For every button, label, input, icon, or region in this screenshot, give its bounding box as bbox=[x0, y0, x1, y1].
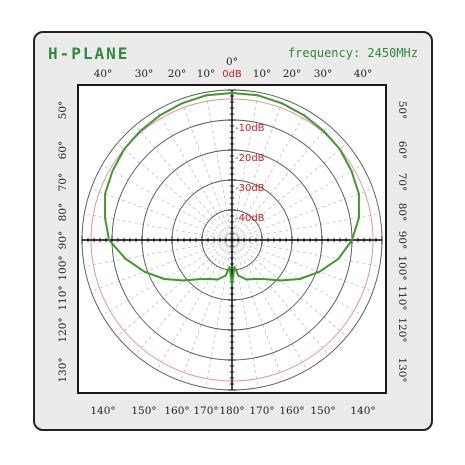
angle-label-left: 110° bbox=[57, 285, 69, 310]
grid-spoke bbox=[231, 164, 363, 241]
grid-spoke bbox=[231, 239, 284, 382]
grid-spoke bbox=[231, 239, 259, 388]
angle-label-top: 10° bbox=[197, 68, 216, 80]
angle-label-right: 120° bbox=[396, 317, 408, 342]
angle-label-left: 80° bbox=[57, 203, 69, 222]
angle-label-right: 90° bbox=[396, 231, 408, 250]
grid-spoke bbox=[231, 92, 259, 241]
chart-subtitle: frequency: 2450MHz bbox=[288, 46, 418, 60]
grid-spoke bbox=[156, 239, 233, 371]
grid-spoke bbox=[101, 164, 233, 241]
grid-spoke bbox=[231, 239, 380, 267]
angle-label-right: 70° bbox=[396, 173, 408, 192]
angle-label-top: 30° bbox=[135, 68, 154, 80]
grid-spoke bbox=[231, 143, 348, 241]
grid-spoke bbox=[84, 239, 233, 267]
angle-label-left: 130° bbox=[57, 357, 69, 382]
angle-label-left: 70° bbox=[57, 173, 69, 192]
ring-label: -10dB bbox=[235, 123, 265, 134]
angle-label-left: 50° bbox=[57, 101, 69, 120]
polar-grid bbox=[81, 89, 383, 391]
grid-spoke bbox=[116, 143, 233, 241]
angle-label-top: 10° bbox=[253, 68, 272, 80]
grid-spoke bbox=[231, 213, 380, 241]
grid-spoke bbox=[90, 188, 233, 241]
ring-label: -40dB bbox=[235, 213, 265, 224]
angle-label-top: 20° bbox=[168, 68, 187, 80]
grid-spoke bbox=[231, 239, 374, 292]
angle-label-right: 50° bbox=[396, 101, 408, 120]
angle-label-right: 110° bbox=[396, 285, 408, 310]
ring-label: -20dB bbox=[235, 153, 265, 164]
grid-spoke bbox=[231, 239, 363, 316]
grid-spoke bbox=[231, 109, 308, 241]
grid-spoke bbox=[231, 98, 284, 241]
grid-spoke bbox=[84, 213, 233, 241]
grid-spoke bbox=[205, 239, 233, 388]
angle-label-right: 60° bbox=[396, 141, 408, 160]
grid-spoke bbox=[205, 92, 233, 241]
angle-label-bottom: 150° bbox=[310, 405, 335, 417]
trace-layer bbox=[104, 92, 360, 286]
angle-label-top: 0° bbox=[226, 56, 238, 68]
grid-spoke bbox=[135, 124, 233, 241]
angle-label-bottom: 170° bbox=[249, 405, 274, 417]
angle-label-right: 80° bbox=[396, 203, 408, 222]
grid-spoke bbox=[90, 239, 233, 292]
angle-label-right: 130° bbox=[396, 357, 408, 382]
angle-label-bottom: 180° bbox=[219, 405, 244, 417]
ring-labels: 0dB -10dB -20dB -30dB -40dB bbox=[222, 69, 264, 224]
angle-label-top: 20° bbox=[283, 68, 302, 80]
grid-spoke bbox=[231, 188, 374, 241]
angle-label-left: 60° bbox=[57, 141, 69, 160]
grid-spoke bbox=[156, 109, 233, 241]
angle-label-bottom: 170° bbox=[193, 405, 218, 417]
angle-label-top: 40° bbox=[94, 68, 113, 80]
grid-spoke bbox=[180, 98, 233, 241]
angle-label-top: 40° bbox=[354, 68, 373, 80]
grid-spoke bbox=[231, 239, 348, 337]
grid-spoke bbox=[101, 239, 233, 316]
ring-label: 0dB bbox=[222, 69, 242, 80]
chart-title: H-PLANE bbox=[48, 44, 129, 63]
ring-label: -30dB bbox=[235, 183, 265, 194]
angle-label-top: 30° bbox=[314, 68, 333, 80]
angle-label-bottom: 150° bbox=[131, 405, 156, 417]
angle-label-bottom: 140° bbox=[350, 405, 375, 417]
angle-labels: 40° 30° 20° 10° 0° 10° 20° 30° 40° 140° 150° 160° 17… bbox=[57, 56, 408, 417]
grid-spoke bbox=[180, 239, 233, 382]
angle-label-bottom: 160° bbox=[164, 405, 189, 417]
grid-spoke bbox=[231, 239, 308, 371]
angle-label-right: 100° bbox=[396, 255, 408, 280]
angle-label-bottom: 140° bbox=[90, 405, 115, 417]
angle-label-left: 120° bbox=[57, 317, 69, 342]
grid-spoke bbox=[135, 239, 233, 356]
grid-spoke bbox=[116, 239, 233, 337]
grid-spoke bbox=[231, 239, 329, 356]
grid-spoke bbox=[231, 124, 329, 241]
pattern-trace bbox=[104, 92, 360, 286]
angle-label-left: 90° bbox=[57, 231, 69, 250]
angle-label-bottom: 160° bbox=[279, 405, 304, 417]
angle-label-left: 100° bbox=[57, 255, 69, 280]
